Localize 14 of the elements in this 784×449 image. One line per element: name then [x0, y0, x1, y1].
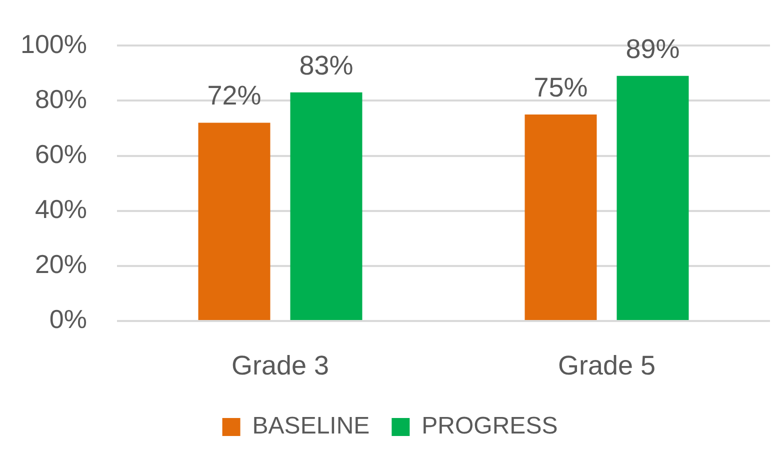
- y-tick-label: 100%: [20, 28, 87, 59]
- y-tick-label: 40%: [34, 194, 87, 224]
- y-tick-label: 0%: [49, 304, 87, 334]
- data-label: 75%: [534, 72, 588, 102]
- x-tick-label: Grade 3: [231, 350, 330, 381]
- data-label: 89%: [626, 34, 680, 64]
- y-tick-label: 80%: [34, 84, 87, 114]
- legend-label: PROGRESS: [422, 412, 558, 440]
- legend-label: BASELINE: [252, 412, 370, 440]
- y-tick-label: 60%: [34, 138, 87, 169]
- data-label: 72%: [207, 80, 262, 111]
- data-label: 83%: [299, 50, 354, 80]
- y-tick-label: 20%: [34, 249, 87, 280]
- x-tick-label: Grade 5: [558, 350, 656, 381]
